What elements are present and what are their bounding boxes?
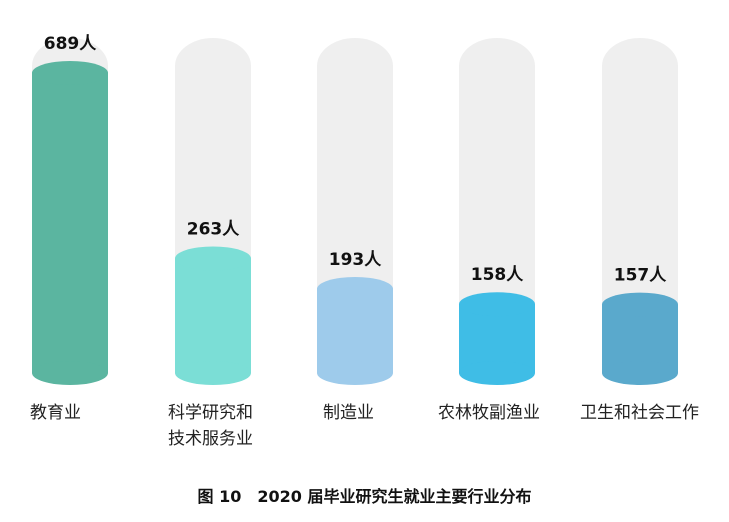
bar-top-cap [32, 61, 108, 85]
data-label: 263人 [187, 219, 240, 239]
bar-group-5: 157人 [602, 38, 678, 385]
bar-top-cap [175, 246, 251, 271]
data-label: 157人 [614, 266, 667, 286]
bar [32, 73, 108, 373]
category-label-3: 制造业 [323, 403, 374, 423]
bar-group-3: 193人 [317, 38, 393, 385]
bar-top-cap [602, 292, 678, 317]
bar-top-cap [459, 292, 535, 317]
data-label: 689人 [44, 34, 97, 54]
category-label-4: 农林牧副渔业 [438, 403, 540, 423]
bar-bottom-cap [32, 361, 108, 385]
bar-bottom-cap [317, 361, 393, 385]
bar-top-cap [317, 276, 393, 301]
category-label-2: 科学研究和 技术服务业 [168, 403, 253, 449]
chart-title: 图 10 2020 届毕业研究生就业主要行业分布 [197, 487, 532, 506]
category-label-5: 卫生和社会工作 [580, 403, 699, 423]
data-label: 158人 [471, 265, 524, 285]
bar-chart-plot: 689人 263人 193人 158人 157人 [32, 34, 678, 385]
bar-group-4: 158人 [459, 38, 535, 385]
bar-bottom-cap [602, 361, 678, 385]
bar [175, 258, 251, 373]
category-label-1: 教育业 [30, 403, 81, 423]
bar-bottom-cap [175, 361, 251, 385]
bar-group-2: 263人 [175, 38, 251, 385]
bar-group-1: 689人 [32, 34, 108, 385]
data-label: 193人 [329, 250, 382, 270]
bar [317, 288, 393, 373]
bar-bottom-cap [459, 361, 535, 385]
